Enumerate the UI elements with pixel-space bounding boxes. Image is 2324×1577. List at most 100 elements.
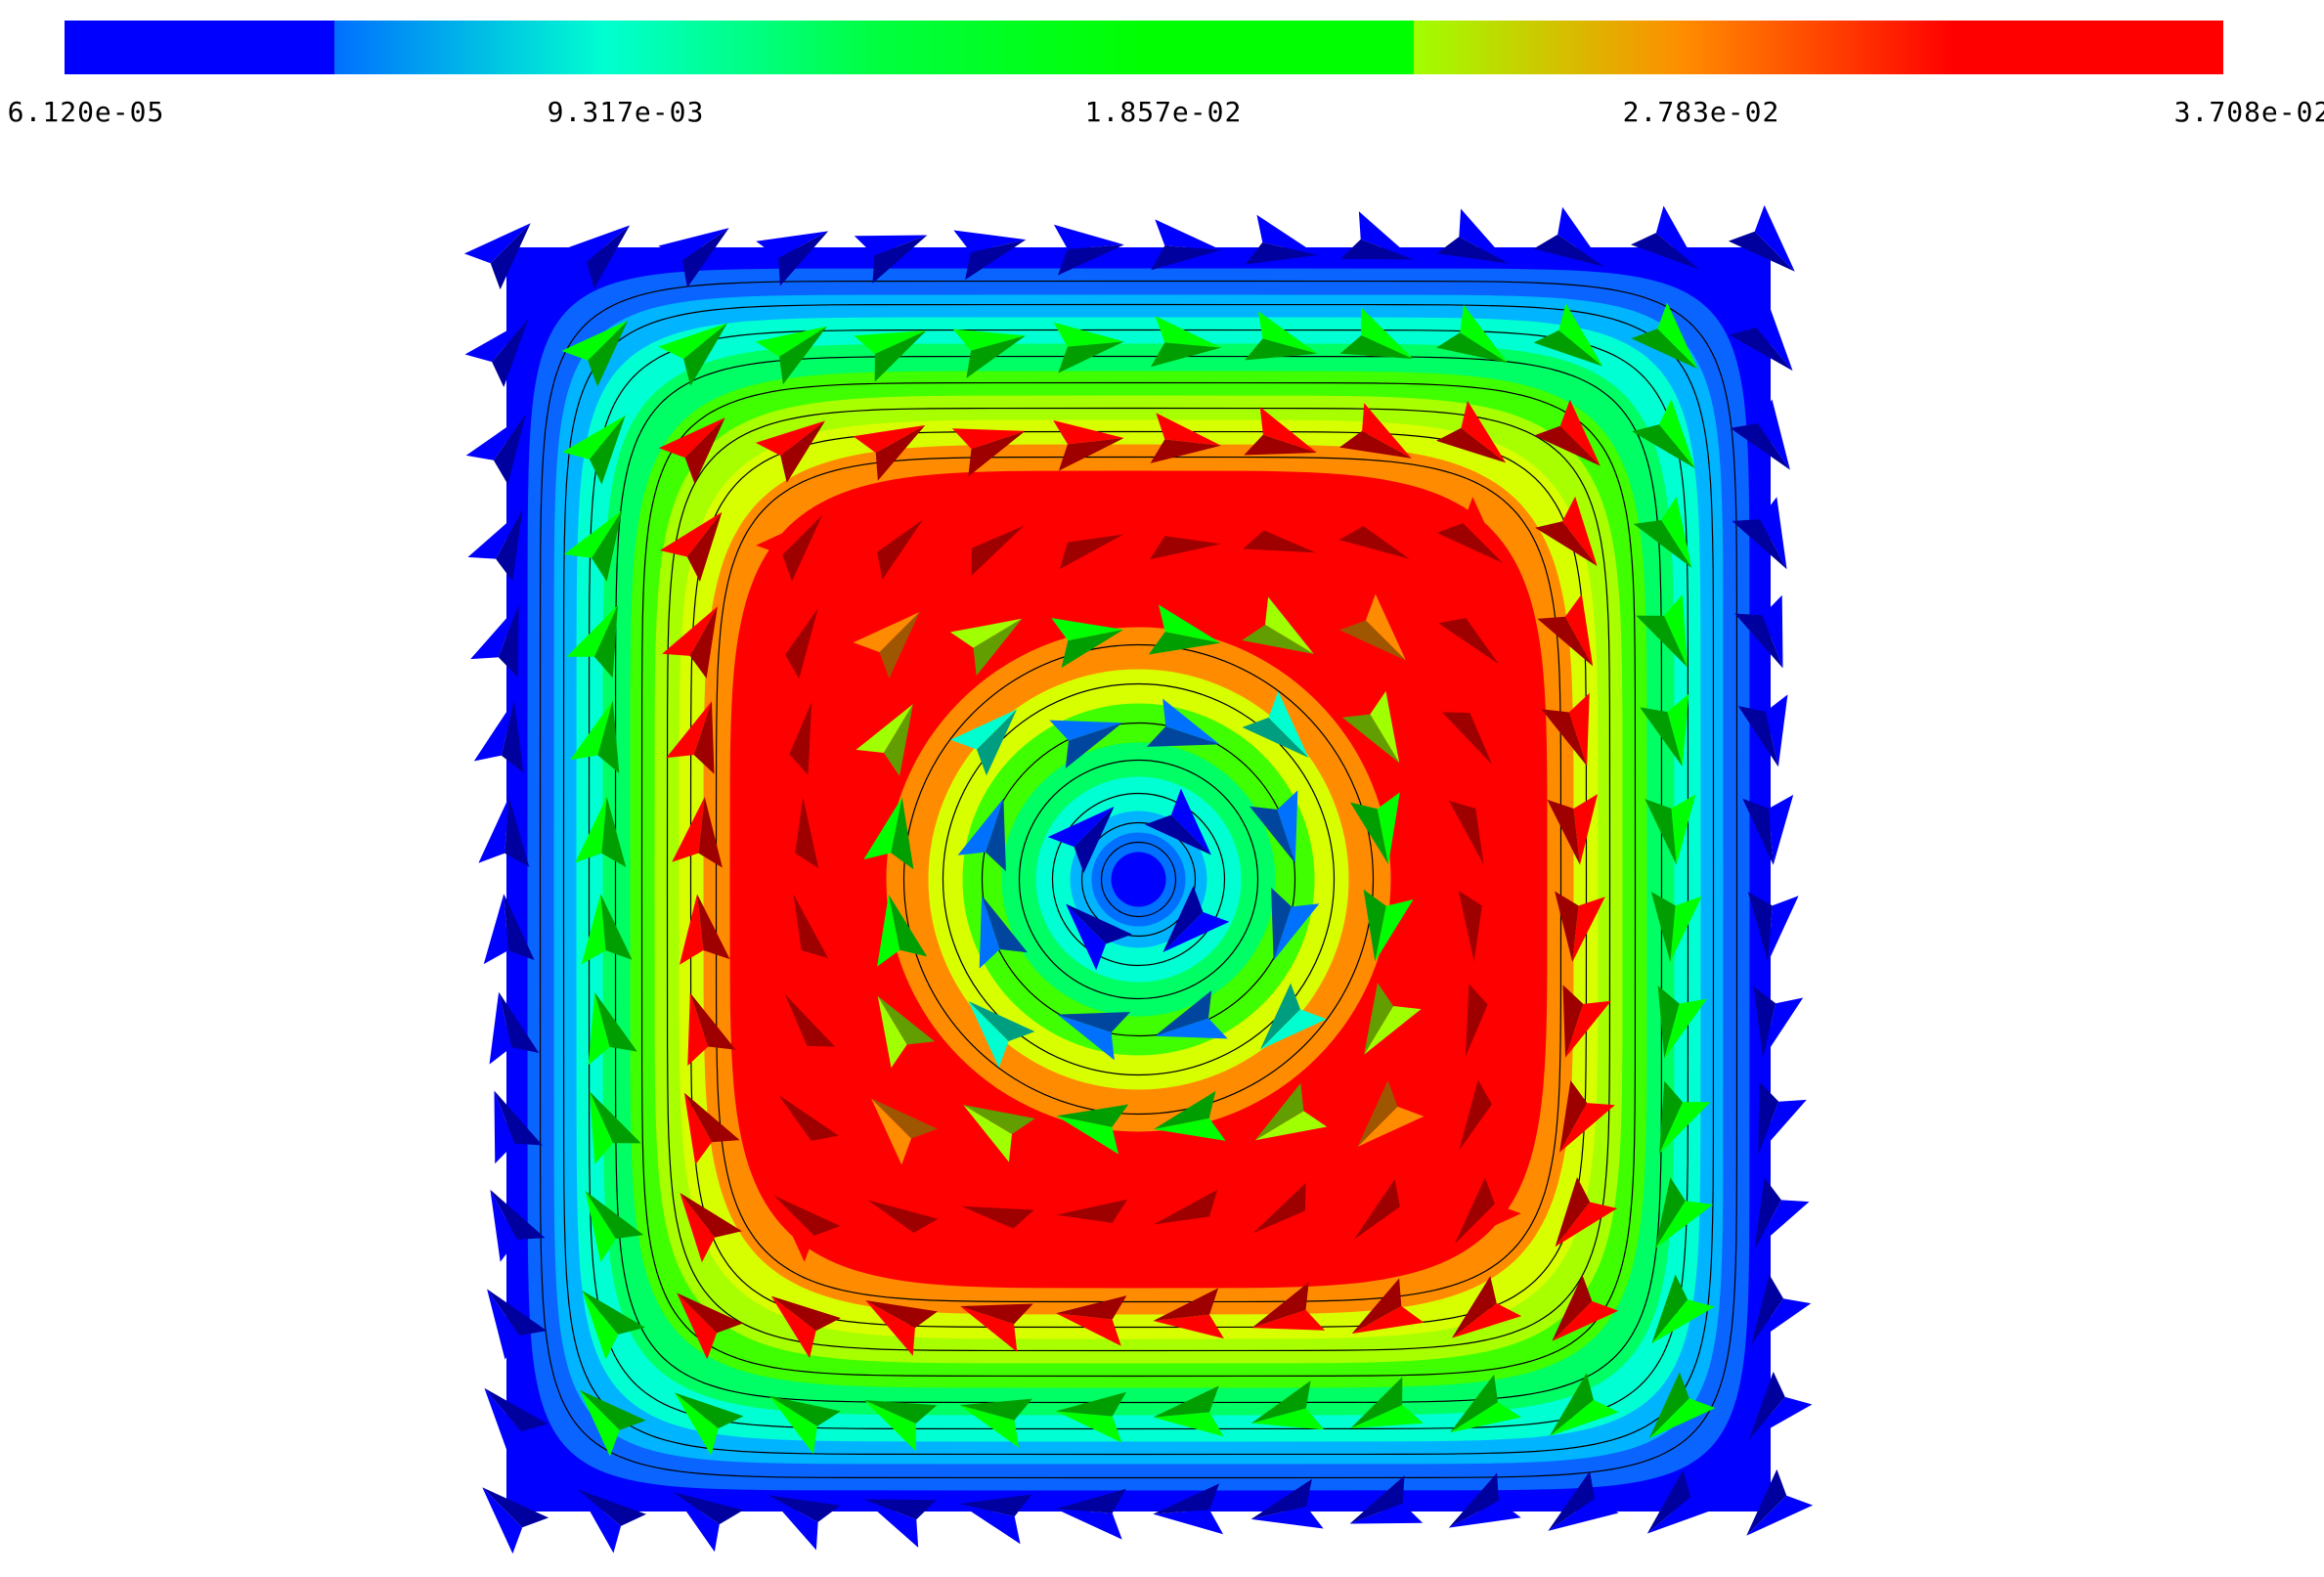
vector-arrow <box>463 223 531 290</box>
contour-line <box>640 381 1637 1378</box>
vector-arrow <box>1728 204 1795 272</box>
vector-arrow <box>756 514 823 582</box>
vector-arrow <box>1242 691 1309 759</box>
vector-arrow <box>562 415 626 485</box>
vector-arrow <box>1535 496 1598 567</box>
vector-arrow <box>1436 400 1507 463</box>
vector-arrow <box>1732 497 1787 570</box>
colorbar-segment <box>1953 21 2223 74</box>
vector-arrow <box>560 225 631 289</box>
vector-arrow <box>1550 1373 1619 1436</box>
vector-arrow <box>582 1291 645 1360</box>
vector-arrow <box>1555 1177 1618 1248</box>
vector-arrow <box>1559 1079 1615 1153</box>
vector-arrow <box>673 1492 744 1553</box>
colorbar-tick-label: 6.120e-05 <box>7 96 165 128</box>
vector-arrow <box>1631 302 1698 370</box>
vector-arrow <box>487 1289 548 1360</box>
colorbar-legend: 6.120e-05 9.317e-03 1.857e-02 2.783e-02 3.70… <box>0 0 2324 147</box>
contour-line <box>562 303 1715 1456</box>
colorbar <box>65 21 2223 74</box>
vector-arrow <box>658 417 725 485</box>
vector-arrow <box>1339 593 1406 661</box>
colorbar-tick-label: 9.317e-03 <box>547 96 705 128</box>
vector-arrow <box>1047 807 1115 873</box>
vector-arrow <box>1654 1177 1714 1249</box>
contour-line <box>1080 821 1197 938</box>
vector-arrow <box>1364 983 1422 1055</box>
vector-arrow <box>755 326 827 385</box>
contour-band <box>1111 852 1166 907</box>
colorbar-segment <box>1144 21 1415 74</box>
vector-arrow <box>1242 596 1314 654</box>
vector-arrow <box>1533 303 1603 367</box>
contour-line <box>1100 841 1177 918</box>
vector-arrow <box>490 1189 546 1262</box>
vector-arrow <box>677 1292 744 1360</box>
vector-arrow <box>1145 788 1211 855</box>
vector-arrow <box>659 511 723 582</box>
vector-arrow <box>1436 208 1510 264</box>
vector-arrow <box>1537 593 1594 667</box>
vector-arrow <box>658 228 729 288</box>
vector-arrow <box>585 1191 644 1263</box>
vector-arrow <box>871 1098 938 1165</box>
vector-arrow <box>482 1487 549 1555</box>
vector-arrow <box>1751 1274 1812 1345</box>
vector-arrow <box>674 1392 744 1456</box>
contour-line <box>666 407 1611 1352</box>
vector-arrow <box>855 704 913 776</box>
vector-arrow <box>1754 1177 1810 1250</box>
vector-arrow <box>1648 1372 1716 1439</box>
contour-line <box>715 456 1562 1303</box>
vector-arrow <box>1436 497 1504 564</box>
vector-arrow <box>658 323 727 386</box>
vector-arrow <box>1748 1371 1813 1441</box>
vector-arrow <box>563 509 623 582</box>
vector-arrow <box>968 1000 1035 1068</box>
vector-arrow <box>1341 690 1400 764</box>
colorbar-tick-label: 3.708e-02 <box>2173 96 2324 128</box>
vector-arrow <box>1353 1179 1425 1240</box>
vector-arrow <box>877 995 936 1069</box>
vector-arrow <box>467 508 523 582</box>
vector-arrow <box>963 1105 1035 1162</box>
vector-arrow <box>1338 403 1412 459</box>
vector-arrow <box>770 1295 841 1359</box>
colorbar-segment <box>334 21 605 74</box>
vector-arrow <box>1451 1276 1522 1338</box>
vector-arrow <box>768 1395 841 1455</box>
vector-arrow <box>465 414 526 485</box>
vector-arrow <box>1533 399 1600 466</box>
vector-arrow <box>1632 399 1695 468</box>
vector-arrow <box>1357 1080 1425 1147</box>
vector-arrow <box>1053 419 1124 471</box>
vector-arrow <box>1746 1468 1814 1536</box>
contour-line <box>942 682 1336 1076</box>
vector-arrow <box>1350 1377 1424 1428</box>
vector-arrow <box>1651 1274 1715 1344</box>
vector-arrow <box>773 1195 841 1262</box>
colorbar-segment <box>874 21 1145 74</box>
vector-arrow <box>1259 983 1327 1050</box>
vector-arrow <box>680 1192 742 1263</box>
colorbar-segment <box>1414 21 1685 74</box>
vector-arrow <box>1066 903 1132 971</box>
vector-arrow <box>1454 1177 1521 1245</box>
vector-arrow <box>484 1387 548 1458</box>
vector-arrow <box>863 797 914 870</box>
vector-arrow <box>483 894 535 965</box>
vector-arrow <box>1548 1470 1619 1531</box>
colorbar-segment <box>604 21 875 74</box>
contour-line <box>614 355 1663 1404</box>
vector-arrow <box>865 1300 939 1356</box>
contour-line <box>1051 792 1226 967</box>
vector-arrow <box>853 519 924 580</box>
colorbar-segment <box>65 21 335 74</box>
vector-arrow <box>1448 1472 1521 1528</box>
colorbar-segment <box>1684 21 1954 74</box>
vector-arrow <box>756 231 829 286</box>
vector-arrow <box>1533 206 1604 267</box>
vector-arrow <box>577 1489 647 1554</box>
vector-arrow <box>853 612 920 679</box>
